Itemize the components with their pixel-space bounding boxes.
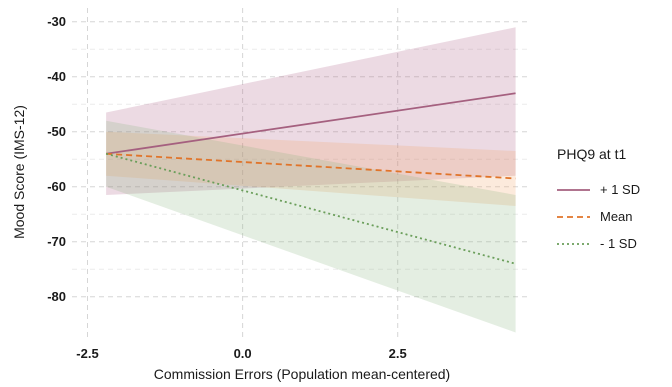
- y-tick-label: -70: [47, 234, 66, 249]
- legend-label-0: + 1 SD: [600, 182, 640, 197]
- series-line-1: [106, 152, 516, 180]
- y-tick-labels: -80 -70 -60 -50 -40 -30: [47, 14, 66, 304]
- legend-label-1: Mean: [600, 209, 633, 224]
- x-tick-label: 2.5: [389, 346, 407, 361]
- y-tick-label: -40: [47, 69, 66, 84]
- series-line-2: [105, 152, 516, 265]
- band-0: [106, 27, 516, 195]
- y-tick-label: -60: [47, 179, 66, 194]
- x-axis-label: Commission Errors (Population mean-cente…: [154, 366, 450, 382]
- y-tick-label: -30: [47, 14, 66, 29]
- x-tick-label: -2.5: [76, 346, 98, 361]
- band-1: [106, 131, 516, 206]
- legend-title: PHQ9 at t1: [557, 146, 626, 162]
- y-tick-label: -80: [47, 289, 66, 304]
- x-tick-label: 0.0: [234, 346, 252, 361]
- series-line-0: [105, 92, 516, 155]
- y-axis-label: Mood Score (IMS-12): [11, 105, 27, 239]
- legend-label-2: - 1 SD: [600, 236, 637, 251]
- grid: [72, 8, 528, 338]
- band-2: [106, 120, 516, 333]
- y-tick-label: -50: [47, 124, 66, 139]
- series-lines: [105, 92, 516, 265]
- confidence-bands: [106, 27, 516, 333]
- x-tick-labels: -2.5 0.0 2.5: [76, 346, 406, 361]
- legend: PHQ9 at t1 + 1 SD Mean - 1 SD: [557, 146, 640, 251]
